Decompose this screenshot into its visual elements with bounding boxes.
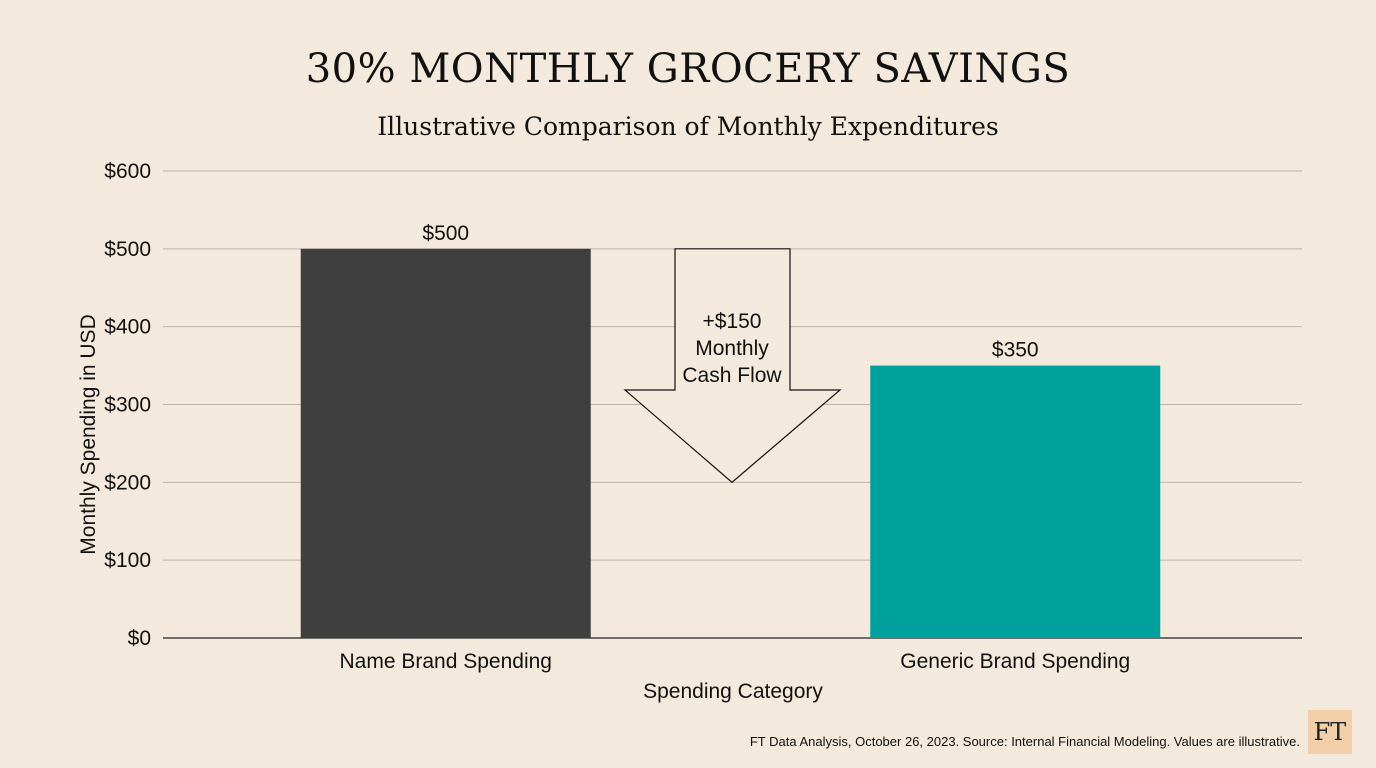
y-tick-label: $200	[104, 471, 151, 494]
arrow-annotation-text: +$150	[703, 310, 762, 333]
bar-value-label: $350	[992, 339, 1039, 362]
x-tick-label: Name Brand Spending	[340, 650, 552, 673]
arrow-annotation-text: Monthly	[695, 337, 769, 360]
y-axis-ticks: $0 $100 $200 $300 $400 $500 $600	[104, 160, 151, 650]
source-note: FT Data Analysis, October 26, 2023. Sour…	[749, 734, 1300, 749]
y-axis-label: Monthly Spending in USD	[77, 314, 100, 554]
y-tick-label: $0	[128, 627, 151, 650]
y-tick-label: $600	[104, 160, 151, 183]
x-axis-label: Spending Category	[643, 680, 823, 703]
y-tick-label: $500	[104, 238, 151, 261]
y-tick-label: $400	[104, 316, 151, 339]
arrow-annotation-text: Cash Flow	[682, 364, 782, 387]
down-arrow-icon	[623, 248, 842, 484]
x-axis-ticks: Name Brand Spending Generic Brand Spendin…	[340, 650, 1131, 673]
x-tick-label: Generic Brand Spending	[900, 650, 1130, 673]
data-labels: $500 $350	[422, 222, 1038, 362]
savings-arrow-annotation: +$150 Monthly Cash Flow	[623, 248, 842, 484]
bar-generic-brand	[870, 365, 1161, 638]
bar-name-brand	[300, 248, 591, 639]
chart-title: 30% MONTHLY GROCERY SAVINGS	[305, 46, 1071, 92]
bar-value-label: $500	[422, 222, 469, 245]
ft-logo: FT	[1308, 710, 1352, 754]
y-tick-label: $100	[104, 549, 151, 572]
chart-subtitle: Illustrative Comparison of Monthly Expen…	[377, 112, 999, 141]
y-tick-label: $300	[104, 394, 151, 417]
bars	[300, 248, 1161, 639]
